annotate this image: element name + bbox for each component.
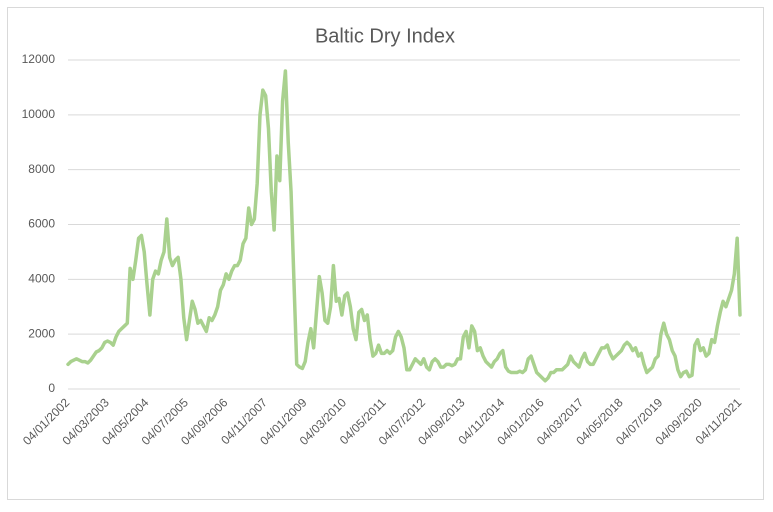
y-tick-label: 2000 xyxy=(28,326,55,340)
y-tick-label: 6000 xyxy=(28,217,55,231)
y-tick-label: 10000 xyxy=(22,107,56,121)
chart-title: Baltic Dry Index xyxy=(315,25,455,47)
data-line xyxy=(66,69,742,383)
y-tick-label: 12000 xyxy=(22,52,56,66)
y-tick-label: 4000 xyxy=(28,272,55,286)
chart-frame xyxy=(7,7,764,500)
y-tick-label: 0 xyxy=(48,381,55,395)
y-tick-label: 8000 xyxy=(28,162,55,176)
